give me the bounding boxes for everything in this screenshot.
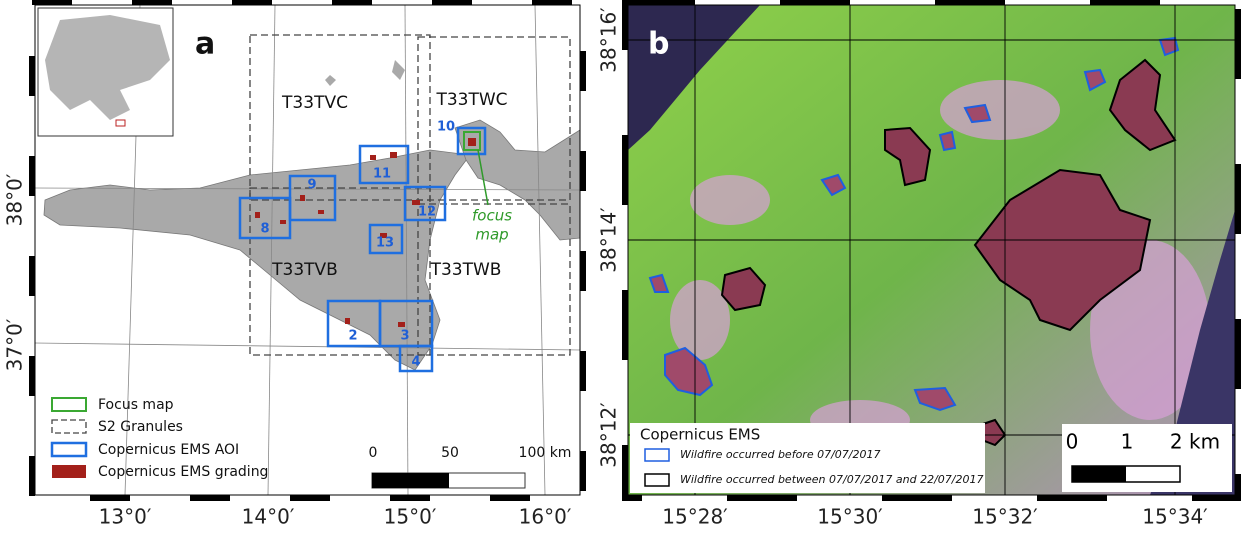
panel-b: b Copernicus EMS Wildfire occurred befor… — [597, 2, 1239, 529]
aoi-label: 10 — [437, 120, 455, 135]
latitude-label: 38°14′ — [597, 207, 621, 273]
legend-label: Wildfire occurred between 07/07/2017 and… — [680, 473, 984, 486]
grading-patch — [468, 138, 476, 146]
legend-label: Focus map — [98, 397, 174, 413]
grading-patch — [398, 322, 405, 327]
longitude-label: 15°34′ — [1142, 505, 1208, 529]
latitude-label: 37°0′ — [3, 318, 27, 371]
longitude-label: 15°32′ — [972, 505, 1038, 529]
grading-patch — [318, 210, 324, 214]
scale-bar-segment — [1072, 466, 1126, 482]
latitude-label: 38°16′ — [597, 7, 621, 73]
scale-label: 0 — [369, 445, 378, 461]
latitude-label: 38°0′ — [3, 173, 27, 226]
legend-swatch — [52, 465, 86, 478]
scale-bar-segment — [372, 473, 449, 488]
grading-patch — [390, 152, 397, 158]
granule-label: T33TWC — [435, 90, 507, 110]
focus-annotation: focus — [472, 207, 512, 225]
aoi-label: 2 — [348, 329, 357, 344]
longitude-label: 15°0′ — [384, 505, 437, 529]
aoi-label: 3 — [400, 329, 409, 344]
legend-label: S2 Granules — [98, 419, 183, 435]
longitude-label: 15°30′ — [817, 505, 883, 529]
focus-annotation: map — [475, 226, 508, 244]
aoi-label: 4 — [411, 355, 420, 370]
inset-map — [38, 8, 173, 136]
scale-label: 50 — [441, 445, 459, 461]
longitude-label: 13°0′ — [99, 505, 152, 529]
soil-patch — [670, 280, 730, 360]
panel-label: a — [195, 27, 215, 62]
grading-patch — [280, 220, 286, 224]
longitude-label: 15°28′ — [662, 505, 728, 529]
longitude-label: 14°0′ — [242, 505, 295, 529]
panel-label: b — [648, 27, 669, 62]
latitude-label: 38°12′ — [597, 402, 621, 468]
grading-patch — [345, 318, 350, 324]
granule-label: T33TVC — [281, 93, 348, 113]
legend-label: Copernicus EMS AOI — [98, 442, 239, 458]
scale-label: 0 — [1066, 430, 1079, 454]
aoi-label: 12 — [418, 205, 436, 220]
longitude-label: 16°0′ — [519, 505, 572, 529]
scale-label: 1 — [1121, 430, 1134, 454]
legend-label: Wildfire occurred before 07/07/2017 — [680, 448, 881, 461]
panel-a: T33TVC T33TWC T33TVB T33TWB — [3, 2, 584, 529]
aoi-label: 11 — [373, 167, 391, 182]
scale-label: 2 km — [1170, 430, 1220, 454]
aoi-label: 9 — [307, 178, 316, 193]
granule-label: T33TVB — [271, 260, 338, 280]
aoi-label: 13 — [376, 236, 394, 251]
soil-patch — [940, 80, 1060, 140]
burned-area — [940, 132, 955, 150]
legend-title: Copernicus EMS — [640, 426, 760, 444]
aoi-label: 8 — [260, 222, 269, 237]
granule-label: T33TWB — [430, 260, 502, 280]
soil-patch — [690, 175, 770, 225]
grading-patch — [300, 195, 305, 201]
grading-patch — [255, 212, 260, 218]
grading-patch — [370, 155, 376, 160]
scale-label: 100 km — [519, 445, 572, 461]
figure: T33TVC T33TWC T33TVB T33TWB — [0, 0, 1246, 533]
legend-label: Copernicus EMS grading — [98, 464, 268, 480]
